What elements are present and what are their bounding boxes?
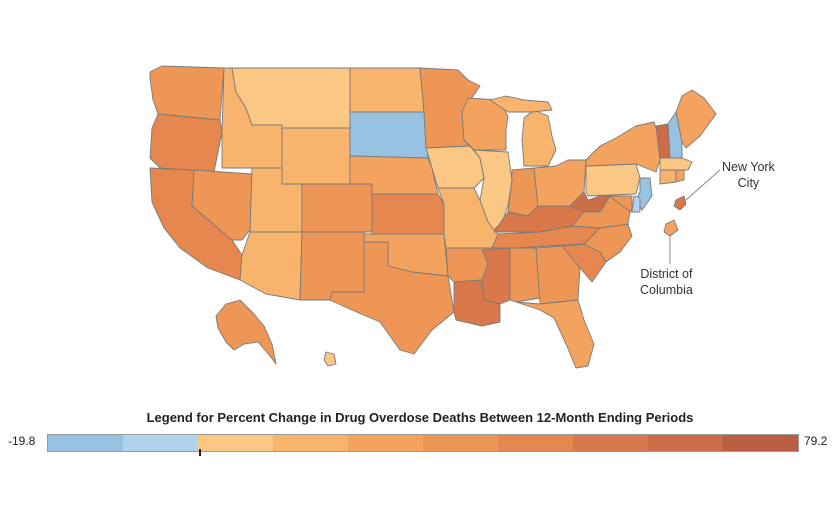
nyc-callout-line2: City: [737, 176, 760, 190]
state-ms[interactable]: [481, 247, 511, 305]
state-al[interactable]: [509, 247, 541, 303]
state-hi[interactable]: [323, 351, 337, 367]
state-nd[interactable]: [349, 67, 425, 113]
legend-max-label: 79.2: [804, 434, 828, 448]
state-mi-upper[interactable]: [489, 95, 553, 113]
legend-swatch-9: [648, 435, 723, 451]
state-de[interactable]: [631, 195, 641, 213]
us-map: New York City District of Columbia: [149, 65, 775, 369]
legend-swatch-6: [423, 435, 498, 451]
state-in[interactable]: [507, 167, 539, 217]
us-map-svg: [149, 65, 721, 369]
state-ak[interactable]: [215, 299, 277, 365]
state-wa[interactable]: [149, 65, 225, 121]
legend-swatch-2: [123, 435, 198, 451]
state-sd[interactable]: [349, 111, 429, 159]
legend-min-label: -19.8: [8, 434, 36, 448]
state-nh[interactable]: [667, 111, 683, 159]
dc-callout: District of Columbia: [640, 266, 693, 298]
state-az[interactable]: [239, 231, 303, 301]
state-ct[interactable]: [659, 169, 677, 185]
state-nm[interactable]: [299, 231, 365, 301]
state-tx[interactable]: [329, 241, 455, 355]
legend-swatch-10: [723, 435, 798, 451]
state-or[interactable]: [149, 113, 223, 173]
legend-title: Legend for Percent Change in Drug Overdo…: [146, 410, 694, 425]
state-co[interactable]: [301, 183, 373, 233]
state-mt[interactable]: [231, 67, 351, 129]
legend-swatch-3: [198, 435, 273, 451]
legend-swatch-1: [48, 435, 123, 451]
state-ks[interactable]: [371, 193, 445, 235]
state-dc[interactable]: [663, 219, 679, 237]
state-wy[interactable]: [281, 127, 351, 185]
legend-swatch-7: [498, 435, 573, 451]
state-ma[interactable]: [659, 157, 693, 171]
legend-swatch-4: [273, 435, 348, 451]
state-mi[interactable]: [521, 109, 557, 167]
state-ga[interactable]: [535, 245, 581, 305]
state-ny[interactable]: [585, 121, 661, 173]
nyc-callout: New York City: [722, 159, 775, 191]
legend-zero-tick: [199, 449, 201, 456]
state-ri[interactable]: [675, 169, 685, 183]
state-pa[interactable]: [585, 163, 641, 197]
legend-swatch-8: [573, 435, 648, 451]
state-me[interactable]: [675, 89, 717, 149]
nyc-leader-line: [685, 169, 721, 201]
legend-color-bar: [47, 434, 799, 452]
legend-swatch-5: [348, 435, 423, 451]
state-fl[interactable]: [515, 299, 595, 369]
state-il[interactable]: [473, 149, 513, 231]
dc-callout-line1: District of: [640, 267, 693, 281]
dc-callout-line2: Columbia: [640, 283, 693, 297]
state-md[interactable]: [599, 195, 633, 213]
nyc-callout-line1: New York: [722, 160, 775, 174]
state-nyc[interactable]: [673, 195, 687, 211]
